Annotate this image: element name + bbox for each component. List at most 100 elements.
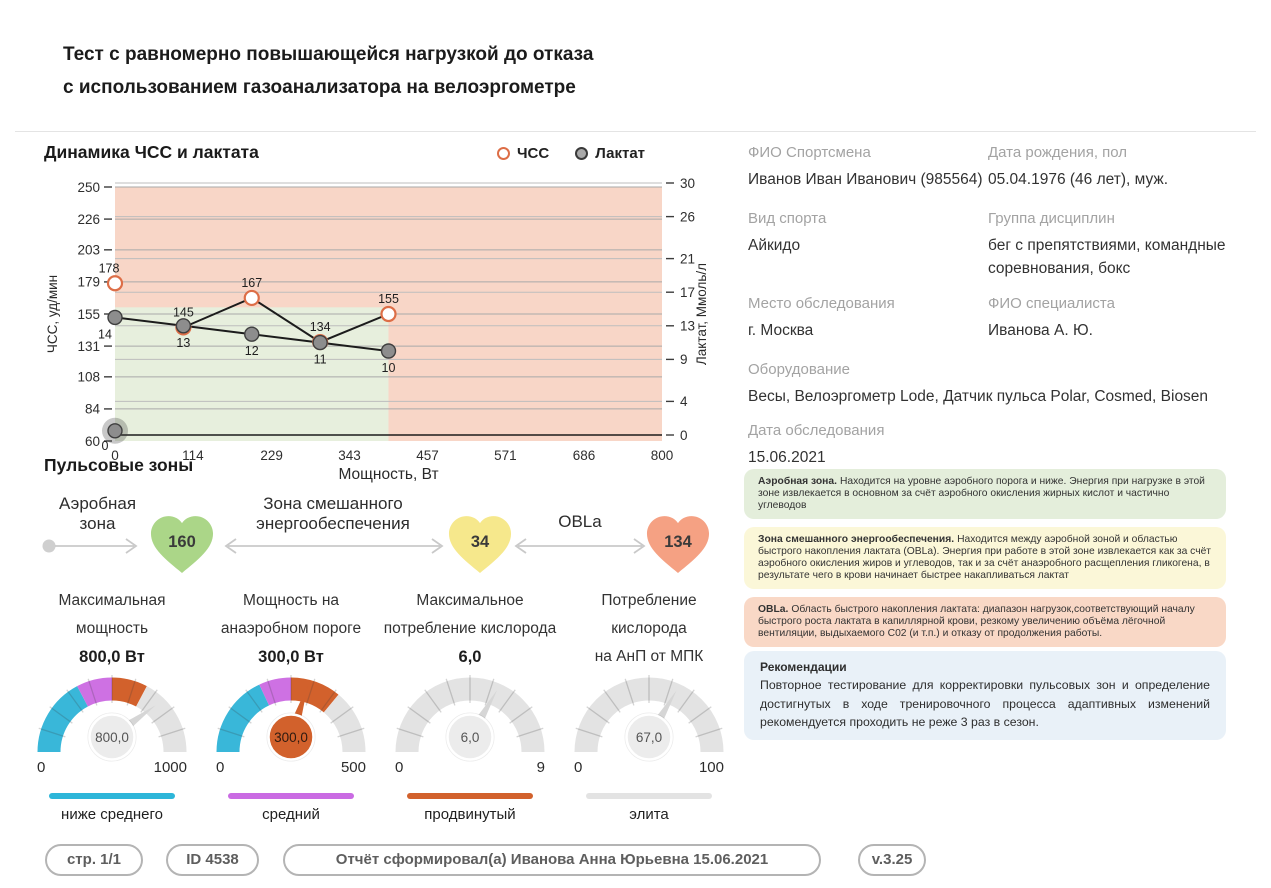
svg-text:100: 100 — [699, 759, 724, 776]
svg-text:1000: 1000 — [154, 759, 187, 776]
pulse-zone-label-obla: OBLa — [512, 512, 648, 532]
level-label: средний — [262, 806, 320, 823]
svg-text:108: 108 — [77, 370, 100, 385]
gauge-title: на АнП от МПК — [594, 648, 704, 665]
report-id-badge: ID 4538 — [166, 844, 259, 876]
svg-text:0: 0 — [216, 759, 224, 776]
legend-item-lactate[interactable]: Лактат — [575, 145, 645, 162]
svg-text:6,0: 6,0 — [461, 730, 480, 745]
info-box-title: Зона смешанного энергообеспечения. — [758, 534, 955, 545]
info-box-text: Находится между аэробной зоной и область… — [758, 534, 1212, 581]
recommendations-text: Повторное тестирование для корректировки… — [760, 678, 1210, 730]
level-bar — [586, 793, 712, 799]
recommendations-box: Рекомендации Повторное тестирование для … — [744, 651, 1226, 740]
version-badge: v.3.25 — [858, 844, 926, 876]
page-title: Тест с равномерно повышающейся нагрузкой… — [63, 38, 593, 104]
svg-text:229: 229 — [260, 448, 283, 463]
gauge-title: Максимальная — [58, 592, 166, 609]
place-value: г. Москва — [748, 322, 814, 339]
gauge-title: Мощность на — [242, 592, 340, 609]
pulse-zone-label-line: Аэробная — [58, 494, 137, 513]
info-box-aerobic: Аэробная зона. Находится на уровне аэробн… — [744, 469, 1226, 519]
equipment-label: Оборудование — [748, 361, 851, 378]
svg-text:84: 84 — [85, 402, 101, 417]
header-divider — [15, 131, 1256, 132]
info-box-title: OBLa. — [758, 604, 789, 615]
svg-text:0: 0 — [680, 428, 688, 443]
info-box-text: Находится на уровне аэробного порога и н… — [758, 476, 1205, 511]
level-label: продвинутый — [424, 806, 516, 823]
svg-text:4: 4 — [680, 394, 688, 409]
athlete-fio-value: Иванов Иван Иванович (985564) — [748, 171, 983, 188]
svg-text:26: 26 — [680, 209, 695, 224]
equipment-value: Весы, Велоэргометр Lode, Датчик пульса P… — [748, 388, 1209, 405]
info-box-text: Область быстрого накопления лактата: диа… — [758, 604, 1195, 639]
svg-text:800: 800 — [651, 448, 674, 463]
arrow-double-icon — [224, 538, 444, 554]
gauge-oxygen-at-anp: 67,0 0 100 — [574, 675, 724, 776]
svg-text:0: 0 — [102, 439, 109, 453]
arrow-right-icon — [42, 538, 138, 554]
svg-text:14: 14 — [98, 327, 112, 341]
exam-date-label: Дата обследования — [748, 422, 885, 439]
heart-obla — [644, 514, 712, 574]
gauge-title: кислорода — [611, 620, 687, 637]
chart-title: Динамика ЧСС и лактата — [44, 142, 259, 162]
svg-text:500: 500 — [341, 759, 366, 776]
svg-text:11: 11 — [314, 353, 327, 367]
heart-mixed — [446, 514, 514, 574]
athlete-birth-value: 05.04.1976 (46 лет), муж. — [988, 171, 1169, 188]
svg-text:67,0: 67,0 — [636, 730, 662, 745]
athlete-group-value: бег с препятствиями, командные соревнова… — [988, 237, 1226, 277]
svg-text:179: 179 — [77, 275, 100, 290]
svg-text:686: 686 — [573, 448, 596, 463]
svg-text:167: 167 — [241, 276, 262, 290]
svg-text:343: 343 — [338, 448, 361, 463]
level-label: элита — [629, 806, 669, 823]
svg-text:12: 12 — [245, 344, 259, 358]
chart-legend: ЧСС Лактат — [497, 145, 645, 162]
svg-text:60: 60 — [85, 434, 100, 449]
legend-label-lactate: Лактат — [595, 145, 646, 162]
gauge-title: анаэробном пороге — [220, 620, 362, 637]
svg-text:13: 13 — [680, 319, 695, 334]
svg-text:571: 571 — [494, 448, 517, 463]
report-generated-badge: Отчёт сформировал(а) Иванова Анна Юрьевн… — [283, 844, 821, 876]
heart-aerobic — [148, 514, 216, 574]
heart-value-mixed: 34 — [470, 533, 490, 551]
pulse-zone-label-line: Зона смешанного — [263, 494, 403, 513]
arrow-double-icon — [514, 538, 646, 554]
gauge-title: Потребление — [601, 592, 697, 609]
svg-text:9: 9 — [537, 759, 545, 776]
heart-value-aerobic: 160 — [168, 533, 196, 551]
pulse-zone-label-line: энергообеспечения — [256, 514, 410, 533]
pulse-zone-label-mixed: Зона смешанного энергообеспечения — [222, 494, 444, 534]
legend-item-hr[interactable]: ЧСС — [497, 145, 549, 162]
heart-icon — [150, 516, 214, 573]
pulse-zones-heading: Пульсовые зоны — [44, 455, 194, 475]
svg-text:0: 0 — [395, 759, 403, 776]
svg-text:203: 203 — [77, 243, 100, 258]
svg-text:300,0: 300,0 — [274, 730, 308, 745]
hr-marker-icon — [497, 147, 510, 160]
svg-text:21: 21 — [680, 251, 695, 266]
gauge-max-oxygen: 6,0 0 9 — [395, 675, 545, 776]
gauge-title: мощность — [75, 620, 149, 637]
svg-text:155: 155 — [378, 292, 399, 306]
svg-text:30: 30 — [680, 176, 695, 191]
svg-text:ЧСС, уд/мин: ЧСС, уд/мин — [45, 275, 60, 353]
svg-text:9: 9 — [680, 352, 688, 367]
exam-date-value: 15.06.2021 — [748, 449, 826, 466]
svg-text:155: 155 — [77, 307, 100, 322]
athlete-birth-label: Дата рождения, пол — [988, 144, 1128, 161]
info-box-obla: OBLa. Область быстрого накопления лактата… — [744, 597, 1226, 647]
svg-text:178: 178 — [99, 261, 120, 275]
athlete-sport-label: Вид спорта — [748, 210, 827, 227]
pulse-zone-label-line: OBLa — [558, 512, 602, 531]
svg-text:134: 134 — [310, 320, 331, 334]
svg-text:17: 17 — [680, 285, 695, 300]
heart-icon — [448, 516, 512, 573]
svg-text:457: 457 — [416, 448, 439, 463]
svg-text:10: 10 — [382, 361, 396, 375]
